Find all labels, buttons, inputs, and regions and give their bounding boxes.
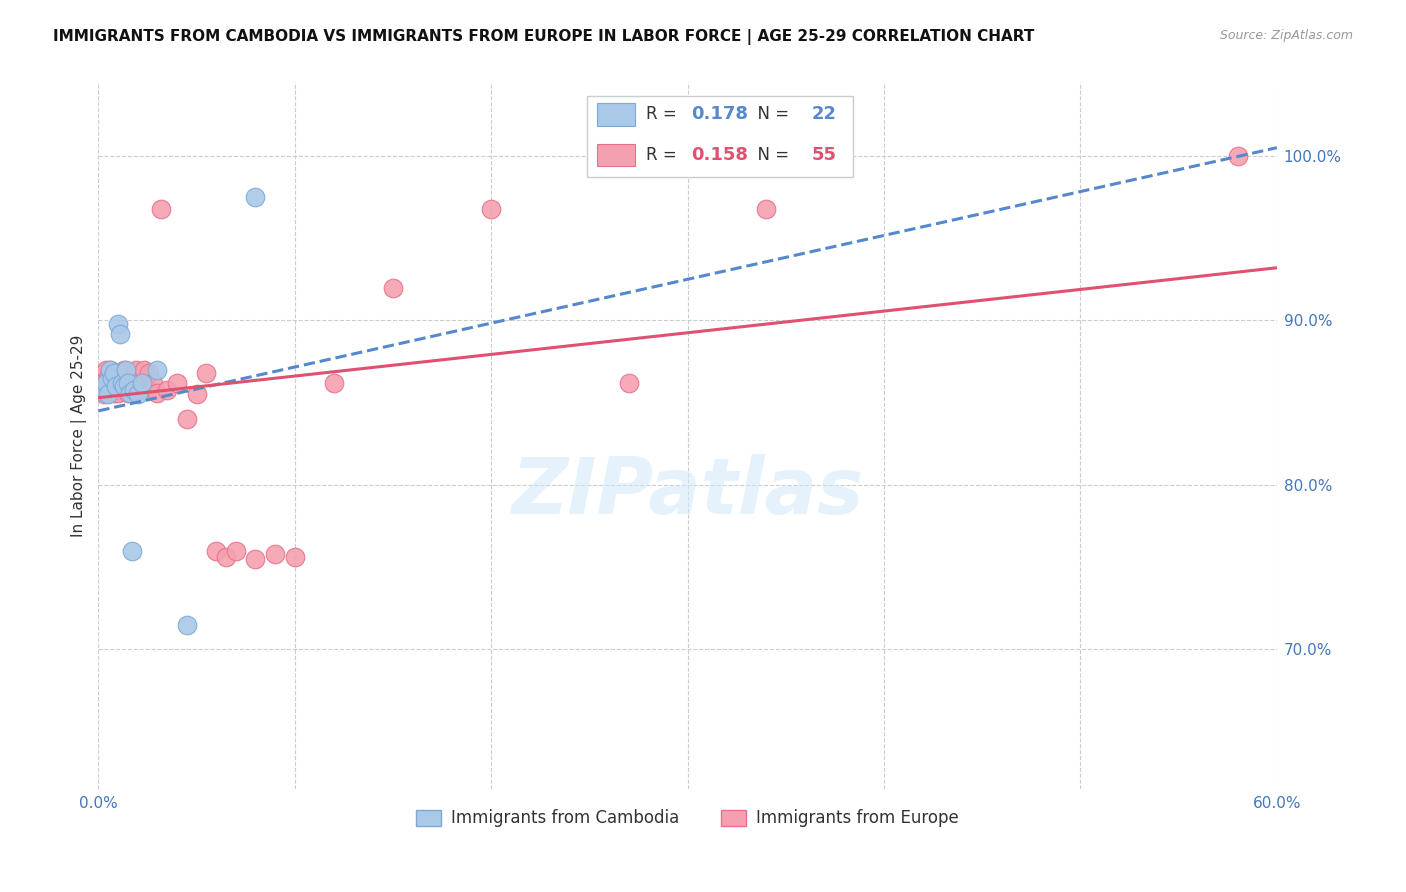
Point xyxy=(117,385,139,400)
Point xyxy=(131,376,153,390)
Point xyxy=(101,371,124,385)
FancyBboxPatch shape xyxy=(598,144,634,166)
Point xyxy=(127,376,149,390)
FancyBboxPatch shape xyxy=(598,103,634,126)
Point xyxy=(107,385,129,400)
Text: IMMIGRANTS FROM CAMBODIA VS IMMIGRANTS FROM EUROPE IN LABOR FORCE | AGE 25-29 CO: IMMIGRANTS FROM CAMBODIA VS IMMIGRANTS F… xyxy=(53,29,1035,45)
Point xyxy=(97,371,120,385)
Point xyxy=(195,366,218,380)
Point xyxy=(89,384,111,399)
Point xyxy=(112,363,135,377)
Point xyxy=(108,376,131,390)
Text: N =: N = xyxy=(747,146,794,164)
Point xyxy=(118,385,141,400)
Point xyxy=(97,383,120,397)
Text: 0.178: 0.178 xyxy=(692,105,748,123)
Point xyxy=(105,379,128,393)
Point xyxy=(103,385,125,400)
Point xyxy=(205,543,228,558)
Point xyxy=(101,383,124,397)
Point xyxy=(111,379,134,393)
Point xyxy=(186,387,208,401)
Point xyxy=(118,383,141,397)
Point xyxy=(93,383,115,397)
Point xyxy=(121,376,143,390)
Point xyxy=(96,376,118,390)
Point xyxy=(93,387,115,401)
Point xyxy=(105,383,128,397)
Point xyxy=(103,366,125,380)
Point xyxy=(89,383,111,397)
Point xyxy=(323,376,346,390)
Point xyxy=(96,363,118,377)
Text: ZIPatlas: ZIPatlas xyxy=(512,454,863,530)
Point xyxy=(132,363,155,377)
Point xyxy=(381,280,404,294)
Point xyxy=(124,363,146,377)
Point xyxy=(105,376,128,390)
Legend: Immigrants from Cambodia, Immigrants from Europe: Immigrants from Cambodia, Immigrants fro… xyxy=(409,803,966,834)
Point xyxy=(96,376,118,390)
Point xyxy=(225,543,247,558)
Point xyxy=(107,317,129,331)
Point xyxy=(146,363,169,377)
Point xyxy=(176,617,198,632)
Point xyxy=(245,190,267,204)
FancyBboxPatch shape xyxy=(588,96,852,178)
Point xyxy=(150,202,173,216)
Point xyxy=(617,376,640,390)
Point xyxy=(91,379,114,393)
Point xyxy=(146,385,169,400)
Point xyxy=(98,363,121,377)
Point xyxy=(245,552,267,566)
Text: 0.158: 0.158 xyxy=(692,146,748,164)
Point xyxy=(98,363,121,377)
Point xyxy=(134,376,156,390)
Point xyxy=(127,387,149,401)
Point xyxy=(284,550,307,565)
Y-axis label: In Labor Force | Age 25-29: In Labor Force | Age 25-29 xyxy=(72,334,87,537)
Point xyxy=(103,366,125,380)
Point xyxy=(122,379,145,393)
Point xyxy=(166,376,188,390)
Point xyxy=(115,376,138,390)
Point xyxy=(215,550,238,565)
Text: R =: R = xyxy=(647,105,682,123)
Point xyxy=(111,376,134,390)
Point xyxy=(131,379,153,393)
Point xyxy=(115,363,138,377)
Point xyxy=(755,202,778,216)
Point xyxy=(176,412,198,426)
Point xyxy=(136,383,159,397)
Text: Source: ZipAtlas.com: Source: ZipAtlas.com xyxy=(1219,29,1353,42)
Point xyxy=(121,543,143,558)
Text: N =: N = xyxy=(747,105,794,123)
Text: 22: 22 xyxy=(811,105,837,123)
Point xyxy=(128,383,150,397)
Point xyxy=(112,379,135,393)
Text: 55: 55 xyxy=(811,146,837,164)
Point xyxy=(1226,149,1249,163)
Point xyxy=(98,376,121,390)
Point xyxy=(112,366,135,380)
Point xyxy=(122,383,145,397)
Point xyxy=(138,366,160,380)
Point xyxy=(479,202,502,216)
Text: R =: R = xyxy=(647,146,682,164)
Point xyxy=(117,376,139,390)
Point xyxy=(264,547,287,561)
Point xyxy=(108,326,131,341)
Point xyxy=(97,387,120,401)
Point xyxy=(101,376,124,390)
Point xyxy=(98,379,121,393)
Point xyxy=(93,366,115,380)
Point xyxy=(156,383,179,397)
Point xyxy=(142,376,165,390)
